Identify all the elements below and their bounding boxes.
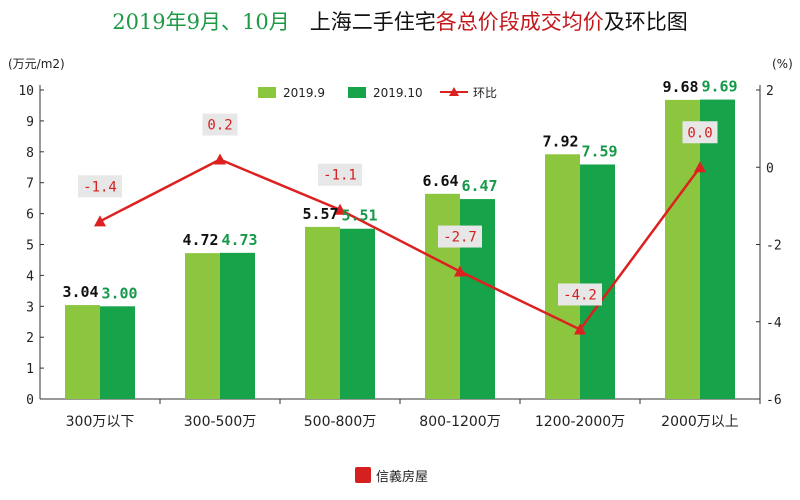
bar-value-label: 3.04 (62, 283, 98, 301)
y-tick-label: 3 (26, 300, 34, 315)
bars (65, 99, 735, 399)
legend-label-2019-9: 2019.9 (283, 86, 325, 100)
mom-marker (574, 323, 586, 335)
y2-tick-label: -2 (766, 239, 782, 254)
bar-value-label: 9.68 (662, 78, 698, 96)
brand-name: 信義房屋 (376, 469, 428, 485)
y-tick-label: 8 (26, 146, 34, 161)
y-tick-label: 2 (26, 331, 34, 346)
mom-value-label: -2.7 (443, 230, 477, 246)
bar-value-label: 5.57 (302, 205, 338, 223)
y2-tick-label: 2 (766, 84, 774, 99)
y-tick-label: 5 (26, 239, 34, 254)
bar-value-label: 5.51 (341, 207, 377, 225)
mom-marker (454, 265, 466, 277)
mom-label-box (78, 175, 122, 198)
bar-2019-9 (305, 226, 340, 399)
legend-label-mom: 环比 (473, 86, 497, 100)
mom-value-label: 0.0 (687, 125, 712, 141)
right-axis-unit: (%) (772, 57, 793, 71)
title-highlight: 各总价段成交均价 (435, 10, 604, 34)
bar-value-label: 3.00 (101, 284, 137, 302)
y-tick-label: 9 (26, 115, 34, 130)
mom-label-box (438, 225, 482, 248)
mom-label-box (318, 163, 362, 186)
y2-tick-label: -6 (766, 393, 782, 408)
mom-value-label: -4.2 (563, 287, 597, 303)
y2-tick-label: 0 (766, 161, 774, 176)
y-tick-label: 1 (26, 362, 34, 377)
y-tick-label: 4 (26, 269, 34, 284)
bar-2019-10 (100, 306, 135, 399)
title-date: 2019年9月、10月 (112, 10, 290, 34)
x-category-label: 2000万以上 (661, 414, 739, 430)
x-category-label: 300-500万 (184, 414, 257, 430)
bar-2019-10 (220, 252, 255, 399)
bar-value-label: 4.72 (182, 231, 218, 249)
mom-label-box (202, 113, 238, 136)
title-suffix: 及环比图 (603, 10, 688, 34)
axes: 0 1 2 3 4 5 6 7 8 9 10 -6 -4 -2 0 2 300万以下 300-500万 500-80… (18, 84, 781, 430)
x-category-label: 500-800万 (304, 414, 377, 430)
x-category-label: 300万以下 (66, 414, 135, 430)
mom-marker (694, 161, 706, 173)
value-labels: 3.04 3.00 4.72 4.73 5.57 5.51 6.64 6.47 7.927.59… (62, 78, 737, 303)
bar-value-label: 4.73 (221, 231, 257, 249)
chart-title: 2019年9月、10月 上海二手住宅各总价段成交均价及环比图 (0, 6, 800, 36)
y-tick-label: 0 (26, 393, 34, 408)
bar-2019-9 (665, 99, 700, 399)
left-axis-unit: (万元/m2) (8, 57, 65, 71)
title-subject: 上海二手住宅 (309, 10, 436, 34)
legend-label-2019-10: 2019.10 (373, 86, 423, 100)
legend: 2019.9 2019.10 环比 (258, 86, 497, 100)
brand-logo: 信義房屋 (355, 467, 428, 485)
bar-2019-10 (580, 164, 615, 399)
bar-2019-9 (545, 154, 580, 399)
mom-marker (334, 203, 346, 215)
bar-value-label: 6.47 (461, 177, 497, 195)
legend-marker-mom (449, 87, 459, 96)
y-tick-label: 7 (26, 177, 34, 192)
bar-2019-9 (65, 305, 100, 399)
brand-mark-icon (355, 467, 371, 483)
mom-line-layer: -1.4 0.2 -1.1 -2.7 -4.2 0.0 (78, 113, 718, 335)
mom-label-box (558, 283, 602, 306)
mom-label-box (682, 121, 718, 144)
bar-value-label: 7.92 (542, 132, 578, 150)
bar-2019-10 (340, 228, 375, 399)
x-category-label: 1200-2000万 (535, 414, 625, 430)
bar-2019-10 (700, 99, 735, 399)
mom-value-label: -1.4 (83, 179, 117, 195)
y2-tick-label: -4 (766, 316, 782, 331)
y-tick-label: 6 (26, 208, 34, 223)
bar-2019-9 (185, 253, 220, 399)
bar-value-label: 9.69 (701, 78, 737, 96)
mom-marker (94, 215, 106, 227)
bar-value-label: 6.64 (422, 172, 458, 190)
legend-swatch-2019-9 (258, 87, 276, 98)
bar-2019-9 (425, 193, 460, 399)
legend-swatch-2019-10 (348, 87, 366, 98)
y-tick-label: 10 (18, 84, 34, 99)
x-category-label: 800-1200万 (419, 414, 500, 430)
mom-value-label: -1.1 (323, 168, 357, 184)
bar-value-label: 7.59 (581, 142, 617, 160)
mom-marker (214, 153, 226, 165)
mom-value-label: 0.2 (207, 118, 232, 134)
